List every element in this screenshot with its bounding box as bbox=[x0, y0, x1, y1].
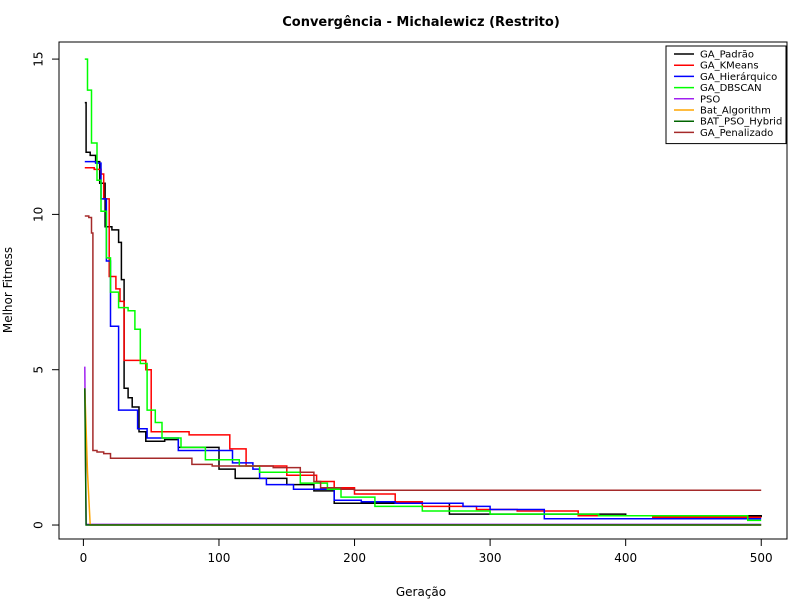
y-axis: 0 5 10 15 bbox=[32, 51, 60, 529]
legend-entry: GA_Padrão bbox=[700, 50, 754, 61]
legend-box bbox=[665, 45, 787, 145]
y-tick-label: 5 bbox=[32, 366, 46, 374]
x-axis-label: Geração bbox=[396, 585, 446, 599]
series-line-ga-hierarquico bbox=[84, 160, 762, 520]
y-tick-label: 15 bbox=[32, 51, 46, 66]
x-tick-label: 300 bbox=[479, 551, 502, 565]
series-line-ga-kmeans bbox=[84, 167, 762, 519]
y-axis-label: Melhor Fitness bbox=[1, 247, 15, 333]
x-axis: 0 100 200 300 400 500 bbox=[80, 538, 773, 565]
legend-entry: Bat_Algorithm bbox=[700, 106, 771, 117]
series-line-ga-dbscan bbox=[84, 58, 762, 522]
series-line-ga-penalizado bbox=[84, 215, 762, 491]
x-tick-label: 400 bbox=[614, 551, 637, 565]
legend-entry: BAT_PSO_Hybrid bbox=[700, 117, 782, 128]
series-line-ga-padrao bbox=[84, 101, 762, 518]
x-tick-label: 0 bbox=[80, 551, 88, 565]
legend: GA_PadrãoGA_KMeansGA_HierárquicoGA_DBSCA… bbox=[665, 45, 787, 145]
legend-entry: GA_Hierárquico bbox=[700, 71, 777, 83]
legend-entry: GA_DBSCAN bbox=[700, 83, 762, 94]
legend-entry: GA_KMeans bbox=[700, 61, 759, 72]
legend-entry: GA_Penalizado bbox=[700, 128, 773, 139]
series-line-bat-pso-hybrid bbox=[84, 388, 762, 526]
series-layer bbox=[84, 58, 762, 526]
x-tick-label: 100 bbox=[208, 551, 231, 565]
chart-title: Convergência - Michalewicz (Restrito) bbox=[282, 15, 560, 30]
x-tick-label: 500 bbox=[750, 551, 773, 565]
y-tick-label: 10 bbox=[32, 207, 46, 222]
x-tick-label: 200 bbox=[343, 551, 366, 565]
y-tick-label: 0 bbox=[32, 521, 46, 529]
series-line-pso bbox=[84, 366, 762, 526]
legend-entry: PSO bbox=[700, 94, 720, 105]
